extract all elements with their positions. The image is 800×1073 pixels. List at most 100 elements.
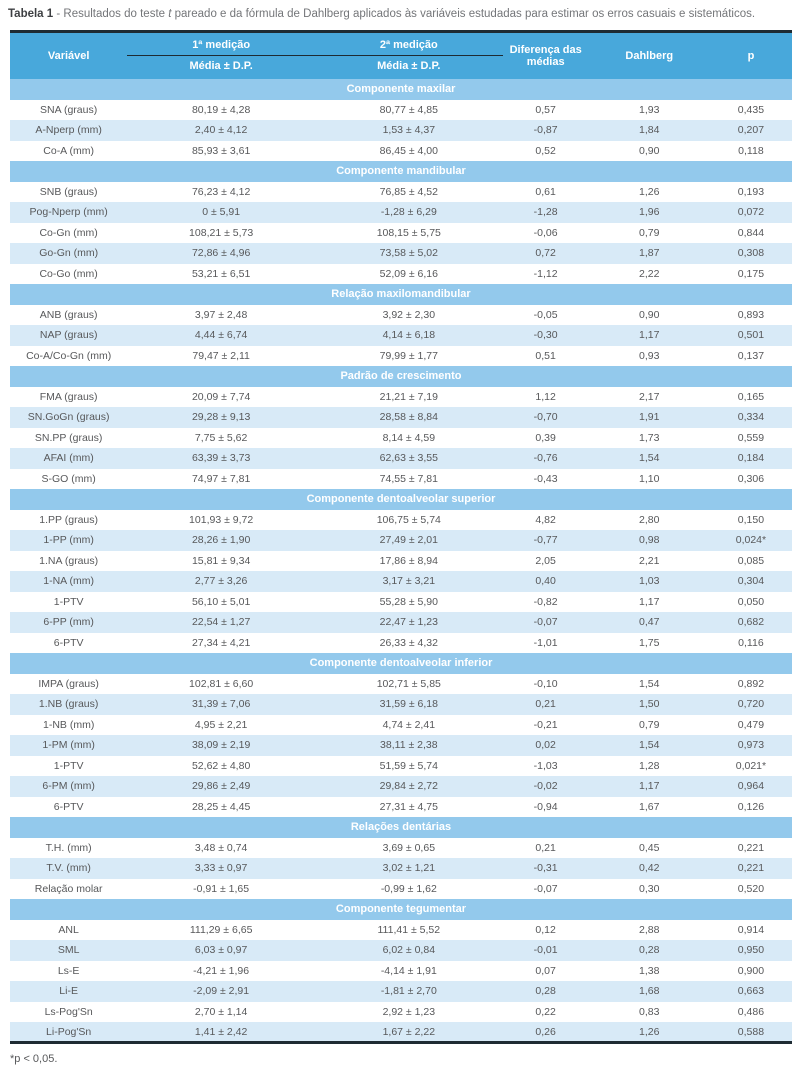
table-row: ANB (graus) 3,97 ± 2,48 3,92 ± 2,30 -0,05 0,… xyxy=(10,304,792,325)
measure1-cell: 1,41 ± 2,42 xyxy=(127,1022,315,1043)
table-row: IMPA (graus) 102,81 ± 6,60 102,71 ± 5,85 -0… xyxy=(10,673,792,694)
measure2-cell: -1,81 ± 2,70 xyxy=(314,981,503,1002)
p-cell: 0,221 xyxy=(709,858,792,879)
diff-cell: 0,52 xyxy=(502,140,589,161)
dahlberg-cell: 1,67 xyxy=(588,796,710,817)
variable-cell: SN.PP (graus) xyxy=(10,427,128,448)
measure2-cell: 86,45 ± 4,00 xyxy=(314,140,503,161)
p-cell: 0,964 xyxy=(709,776,792,797)
measure2-cell: 27,49 ± 2,01 xyxy=(314,530,503,551)
variable-cell: 1.NB (graus) xyxy=(10,694,128,715)
table-row: 1.PP (graus) 101,93 ± 9,72 106,75 ± 5,74 4,… xyxy=(10,509,792,530)
table-row: Ls-E -4,21 ± 1,96 -4,14 ± 1,91 0,07 1,38 0,90… xyxy=(10,960,792,981)
dahlberg-cell: 1,26 xyxy=(588,1022,710,1043)
diff-cell: -1,03 xyxy=(502,755,589,776)
measure2-cell: 21,21 ± 7,19 xyxy=(314,386,503,407)
table-caption-post: pareado e da fórmula de Dahlberg aplicad… xyxy=(171,8,756,20)
table-row: Co-Gn (mm) 108,21 ± 5,73 108,15 ± 5,75 -0,0… xyxy=(10,222,792,243)
header-row-2: Média ± D.P. Média ± D.P. xyxy=(10,55,792,79)
table-caption: Tabela 1 - Resultados do teste t pareado… xyxy=(8,7,790,22)
dahlberg-cell: 1,54 xyxy=(588,735,710,756)
measure2-cell: 4,74 ± 2,41 xyxy=(314,714,503,735)
col-header-diferenca-das-medias: Diferença das médias xyxy=(502,31,589,79)
p-cell: 0,501 xyxy=(709,325,792,346)
diff-cell: -1,12 xyxy=(502,263,589,284)
variable-cell: Co-A (mm) xyxy=(10,140,128,161)
p-cell: 0,193 xyxy=(709,181,792,202)
variable-cell: Relação molar xyxy=(10,878,128,899)
dahlberg-cell: 0,90 xyxy=(588,304,710,325)
table-row: T.H. (mm) 3,48 ± 0,74 3,69 ± 0,65 0,21 0,45 0… xyxy=(10,837,792,858)
dahlberg-cell: 1,26 xyxy=(588,181,710,202)
table-row: Li-Pog'Sn 1,41 ± 2,42 1,67 ± 2,22 0,26 1,26 0… xyxy=(10,1022,792,1043)
p-cell: 0,184 xyxy=(709,448,792,469)
diff-cell: 0,61 xyxy=(502,181,589,202)
measure2-cell: 108,15 ± 5,75 xyxy=(314,222,503,243)
variable-cell: Co-A/Co-Gn (mm) xyxy=(10,345,128,366)
dahlberg-cell: 0,30 xyxy=(588,878,710,899)
dahlberg-cell: 0,45 xyxy=(588,837,710,858)
table-header: Variável 1ª medição 2ª medição Diferença… xyxy=(10,31,792,79)
table-row: 1.NA (graus) 15,81 ± 9,34 17,86 ± 8,94 2,05… xyxy=(10,550,792,571)
section-header-row: Componente dentoalveolar inferior xyxy=(10,653,792,674)
measure1-cell: 3,33 ± 0,97 xyxy=(127,858,315,879)
variable-cell: 6-PTV xyxy=(10,632,128,653)
diff-cell: 0,02 xyxy=(502,735,589,756)
table-row: NAP (graus) 4,44 ± 6,74 4,14 ± 6,18 -0,30 1,… xyxy=(10,325,792,346)
dahlberg-cell: 1,10 xyxy=(588,468,710,489)
table-row: SNA (graus) 80,19 ± 4,28 80,77 ± 4,85 0,57 1… xyxy=(10,99,792,120)
p-cell: 0,720 xyxy=(709,694,792,715)
diff-cell: -0,05 xyxy=(502,304,589,325)
diff-cell: -0,10 xyxy=(502,673,589,694)
p-cell: 0,118 xyxy=(709,140,792,161)
diff-cell: -0,01 xyxy=(502,940,589,961)
measure1-cell: 31,39 ± 7,06 xyxy=(127,694,315,715)
measure2-cell: 26,33 ± 4,32 xyxy=(314,632,503,653)
diff-cell: -0,30 xyxy=(502,325,589,346)
footnote: *p < 0,05. xyxy=(10,1053,58,1065)
diff-cell: -0,43 xyxy=(502,468,589,489)
header-row-1: Variável 1ª medição 2ª medição Diferença… xyxy=(10,31,792,79)
table-row: SN.PP (graus) 7,75 ± 5,62 8,14 ± 4,59 0,39 1… xyxy=(10,427,792,448)
table-row: Go-Gn (mm) 72,86 ± 4,96 73,58 ± 5,02 0,72 1,… xyxy=(10,243,792,264)
dahlberg-cell: 0,79 xyxy=(588,714,710,735)
measure1-cell: 2,77 ± 3,26 xyxy=(127,571,315,592)
table-row: Li-E -2,09 ± 2,91 -1,81 ± 2,70 0,28 1,68 0,66… xyxy=(10,981,792,1002)
measure2-cell: 3,92 ± 2,30 xyxy=(314,304,503,325)
p-cell: 0,663 xyxy=(709,981,792,1002)
diff-cell: 0,57 xyxy=(502,99,589,120)
variable-cell: ANB (graus) xyxy=(10,304,128,325)
measure1-cell: 102,81 ± 6,60 xyxy=(127,673,315,694)
dahlberg-cell: 0,47 xyxy=(588,612,710,633)
table-row: Pog-Nperp (mm) 0 ± 5,91 -1,28 ± 6,29 -1,28 1… xyxy=(10,202,792,223)
measure1-cell: 28,25 ± 4,45 xyxy=(127,796,315,817)
variable-cell: Go-Gn (mm) xyxy=(10,243,128,264)
dahlberg-cell: 2,80 xyxy=(588,509,710,530)
p-cell: 0,308 xyxy=(709,243,792,264)
p-cell: 0,024* xyxy=(709,530,792,551)
variable-cell: SN.GoGn (graus) xyxy=(10,407,128,428)
table-row: Ls-Pog'Sn 2,70 ± 1,14 2,92 ± 1,23 0,22 0,83 0… xyxy=(10,1001,792,1022)
measure1-cell: 4,44 ± 6,74 xyxy=(127,325,315,346)
diff-cell: -0,21 xyxy=(502,714,589,735)
p-cell: 0,137 xyxy=(709,345,792,366)
col-header-p: p xyxy=(709,31,792,79)
measure1-cell: 0 ± 5,91 xyxy=(127,202,315,223)
p-cell: 0,892 xyxy=(709,673,792,694)
dahlberg-cell: 1,03 xyxy=(588,571,710,592)
table-row: 6-PM (mm) 29,86 ± 2,49 29,84 ± 2,72 -0,02 1,… xyxy=(10,776,792,797)
variable-cell: 6-PTV xyxy=(10,796,128,817)
diff-cell: -0,77 xyxy=(502,530,589,551)
results-table: Variável 1ª medição 2ª medição Diferença… xyxy=(10,30,792,1044)
diff-cell: 0,40 xyxy=(502,571,589,592)
measure2-cell: 76,85 ± 4,52 xyxy=(314,181,503,202)
col-header-dahlberg: Dahlberg xyxy=(588,31,710,79)
section-header: Componente dentoalveolar superior xyxy=(10,489,792,510)
dahlberg-cell: 1,17 xyxy=(588,591,710,612)
section-header: Componente mandibular xyxy=(10,161,792,182)
dahlberg-cell: 1,54 xyxy=(588,673,710,694)
dahlberg-cell: 1,50 xyxy=(588,694,710,715)
variable-cell: SNB (graus) xyxy=(10,181,128,202)
table-row: 6-PTV 27,34 ± 4,21 26,33 ± 4,32 -1,01 1,75 0,… xyxy=(10,632,792,653)
p-cell: 0,435 xyxy=(709,99,792,120)
